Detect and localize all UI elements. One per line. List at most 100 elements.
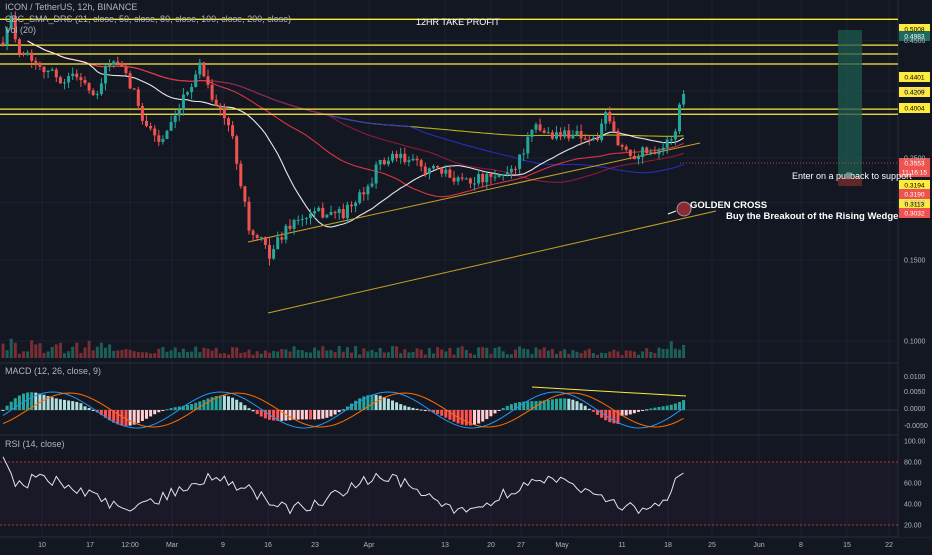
candle-body <box>604 112 608 124</box>
candle-body <box>198 62 202 75</box>
candle <box>276 231 280 250</box>
volume-bar <box>17 353 21 358</box>
candle-body <box>419 160 423 167</box>
volume-bar <box>673 348 677 358</box>
candle-body <box>67 76 71 83</box>
time-axis-tick: 22 <box>885 542 893 549</box>
candle-body <box>637 156 640 160</box>
candle-body <box>17 39 21 54</box>
volume-bar <box>104 347 107 358</box>
price-tag <box>899 180 930 190</box>
volume-bar <box>407 352 411 358</box>
macd-histogram-bar <box>83 406 87 410</box>
candle <box>222 103 226 125</box>
price-tag <box>899 158 930 168</box>
candle <box>649 148 653 156</box>
candle <box>591 134 595 141</box>
candle-body <box>386 160 390 165</box>
candle-body <box>530 129 534 137</box>
candle-body <box>190 86 194 93</box>
candle-body <box>567 130 571 139</box>
candle <box>382 157 386 166</box>
volume-bar <box>128 349 132 358</box>
candle <box>210 79 214 103</box>
time-axis-tick: 13 <box>441 542 449 549</box>
price-axis-tick: 0.3500 <box>904 88 926 95</box>
volume-bar <box>288 351 292 358</box>
price-tag-label: 11:16:15 <box>902 170 928 177</box>
macd-histogram-bar <box>214 396 218 410</box>
volume-bar <box>637 354 640 358</box>
volume-bar <box>665 348 669 358</box>
candle-body <box>358 192 362 203</box>
candle <box>641 146 645 164</box>
candle-body <box>632 155 636 160</box>
macd-histogram-bar <box>116 410 120 425</box>
macd-histogram-bar <box>608 410 612 423</box>
macd-histogram-bar <box>637 410 640 412</box>
candle-body <box>186 92 189 95</box>
macd-histogram-bar <box>194 402 198 410</box>
rsi-indicator-label[interactable]: RSI (14, close) <box>5 439 65 449</box>
candle <box>50 67 54 71</box>
candle-body <box>673 131 677 140</box>
price-axis-tick: 0.1000 <box>904 338 926 345</box>
candle-body <box>579 131 583 139</box>
macd-histogram-bar <box>563 398 567 410</box>
volume-bar <box>682 344 686 358</box>
candle <box>128 70 132 90</box>
volume-bar <box>555 353 558 358</box>
macd-histogram-bar <box>296 410 300 420</box>
volume-bar <box>616 351 620 358</box>
candle <box>669 136 673 145</box>
volume-bar <box>354 346 358 358</box>
candle-body <box>526 136 530 154</box>
macd-histogram-bar <box>403 405 407 410</box>
candle-body <box>251 230 255 236</box>
volume-bar <box>235 347 239 358</box>
candle <box>395 150 399 162</box>
candle-body <box>112 61 116 65</box>
candle-body <box>222 108 226 119</box>
candle <box>87 82 91 94</box>
macd-histogram-bar <box>575 401 579 410</box>
candle-body <box>493 176 497 178</box>
candle-body <box>161 139 165 142</box>
candle <box>5 26 9 51</box>
candle-body <box>505 172 509 175</box>
macd-histogram-bar <box>50 397 54 410</box>
macd-histogram-bar <box>161 410 165 411</box>
candle-body <box>473 183 476 185</box>
candle <box>284 223 288 244</box>
candle-body <box>255 235 259 238</box>
candle-body <box>661 147 665 151</box>
volume-bar <box>313 347 317 358</box>
macd-indicator-label[interactable]: MACD (12, 26, close, 9) <box>5 366 102 376</box>
macd-histogram-bar <box>587 408 591 410</box>
candle-body <box>1 42 5 45</box>
candle-body <box>50 69 54 71</box>
price-levels <box>0 18 898 115</box>
volume-indicator-label[interactable]: Vol (20) <box>5 25 37 35</box>
volume-bar <box>173 347 177 358</box>
candle-body <box>276 237 280 250</box>
candle-body <box>214 99 218 106</box>
candle-body <box>481 174 485 183</box>
candle-body <box>13 16 17 40</box>
volume-bar <box>641 351 645 358</box>
ma-indicator-label[interactable]: CBC_SMA_DRS (21, close, 50, close, 80, c… <box>5 14 292 24</box>
volume-bar <box>329 350 333 358</box>
volume-bar <box>415 348 419 358</box>
candle <box>79 73 83 87</box>
candle-body <box>497 174 501 177</box>
time-axis-tick: 11 <box>618 542 625 549</box>
candle <box>239 160 243 189</box>
volume-bar <box>567 353 571 358</box>
volume-bar <box>678 349 681 358</box>
volume-bar <box>579 353 583 358</box>
price-tag <box>899 189 930 199</box>
candle <box>427 167 431 180</box>
candle-body <box>26 52 30 55</box>
